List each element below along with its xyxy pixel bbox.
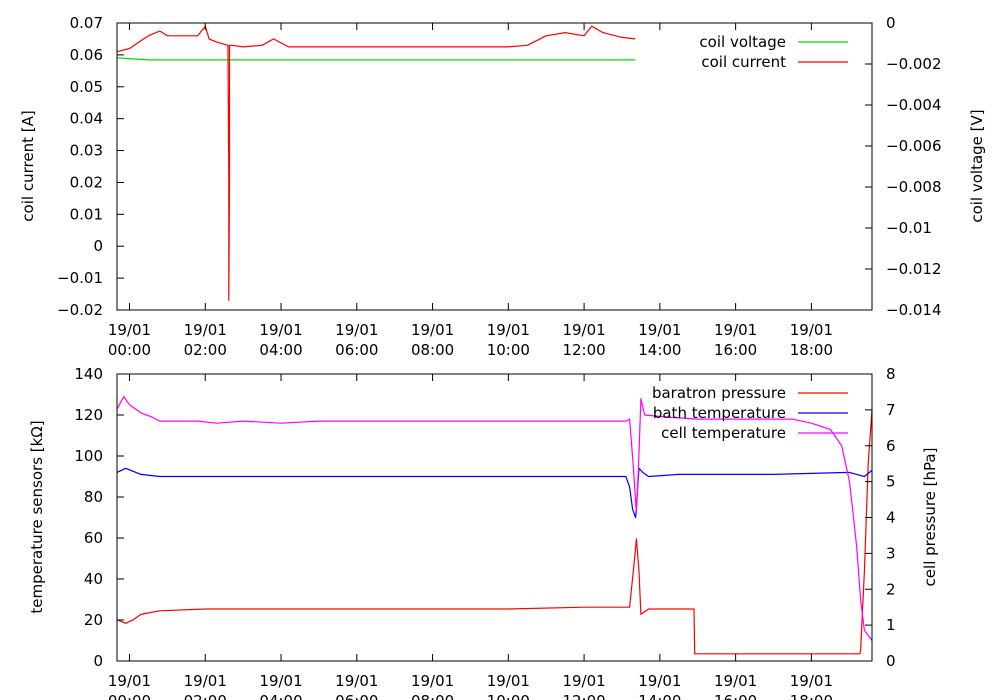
temperature-series-line-2: [116, 467, 873, 519]
coil-x-tick-label-time: 18:00: [790, 341, 833, 359]
temperature-x-tick-label-time: 00:00: [108, 692, 151, 700]
coil-x-tick-label-date: 19/01: [108, 321, 151, 339]
temperature-x-tick-label-time: 10:00: [487, 692, 530, 700]
coil-x-tick-label-time: 00:00: [108, 341, 151, 359]
coil-y2-tick-label: −0.008: [886, 178, 942, 196]
temperature-y-tick-label: 0: [93, 652, 103, 670]
coil-panel-y2-axis-label: coil voltage [V]: [968, 109, 986, 222]
temperature-x-tick-label-date: 19/01: [790, 672, 833, 690]
coil-x-tick-label-time: 12:00: [562, 341, 605, 359]
temperature-series-line-3: [116, 396, 873, 641]
temperature-y2-tick-label: 3: [886, 544, 896, 562]
temperature-y2-tick-label: 4: [886, 509, 896, 527]
coil-x-tick-label-date: 19/01: [411, 321, 454, 339]
coil-panel-y-axis-label: coil current [A]: [19, 110, 37, 221]
temperature-legend-label-1: baratron pressure: [652, 384, 786, 402]
temperature-legend-label-3: cell temperature: [661, 424, 786, 442]
temperature-y-tick-label: 20: [84, 611, 103, 629]
temperature-x-tick-label-time: 12:00: [562, 692, 605, 700]
temperature-x-tick-label-date: 19/01: [259, 672, 302, 690]
temperature-panel-y-axis-label: temperature sensors [kΩ]: [28, 420, 46, 613]
temperature-x-tick-label-date: 19/01: [487, 672, 530, 690]
temperature-x-tick-label-date: 19/01: [184, 672, 227, 690]
coil-y2-tick-label: −0.01: [886, 219, 932, 237]
temperature-x-tick-label-time: 04:00: [259, 692, 302, 700]
temperature-x-tick-label-time: 08:00: [411, 692, 454, 700]
coil-panel: coil current [A] coil voltage [V] 0.07 0.…: [19, 14, 986, 359]
coil-y2-tick-label: −0.006: [886, 137, 942, 155]
coil-x-tick-label-date: 19/01: [184, 321, 227, 339]
coil-x-tick-label-time: 08:00: [411, 341, 454, 359]
temperature-x-tick-label-time: 06:00: [335, 692, 378, 700]
coil-x-tick-label-date: 19/01: [790, 321, 833, 339]
coil-x-tick-label-date: 19/01: [259, 321, 302, 339]
coil-x-tick-label-time: 02:00: [184, 341, 227, 359]
coil-y2-tick-label: −0.012: [886, 260, 942, 278]
temperature-y2-tick-label: 5: [886, 473, 896, 491]
coil-y-tick-label: 0: [93, 237, 103, 255]
coil-legend-label-1: coil voltage: [699, 33, 786, 51]
temperature-x-tick-label-time: 18:00: [790, 692, 833, 700]
temperature-x-tick-label-time: 02:00: [184, 692, 227, 700]
coil-series-line-2: [116, 25, 636, 301]
temperature-x-tick-label-date: 19/01: [638, 672, 681, 690]
temperature-y2-tick-label: 7: [886, 401, 896, 419]
coil-x-tick-label-date: 19/01: [638, 321, 681, 339]
temperature-x-tick-label-date: 19/01: [108, 672, 151, 690]
temperature-y-tick-label: 40: [84, 570, 103, 588]
coil-y-tick-label: 0.05: [70, 78, 103, 96]
temperature-x-tick-label-date: 19/01: [335, 672, 378, 690]
coil-y-tick-label: 0.03: [70, 142, 103, 160]
temperature-y-tick-label: 120: [74, 406, 103, 424]
temperature-panel-y2-axis-label: cell pressure [hPa]: [921, 448, 939, 587]
temperature-y2-tick-label: 8: [886, 365, 896, 383]
temperature-y2-tick-label: 1: [886, 616, 896, 634]
coil-y2-tick-label: 0: [886, 14, 896, 32]
coil-x-tick-label-date: 19/01: [487, 321, 530, 339]
coil-y-tick-label: 0.07: [70, 14, 103, 32]
coil-y-tick-label: 0.02: [70, 173, 103, 191]
temperature-y-tick-label: 60: [84, 529, 103, 547]
temperature-x-tick-label-time: 14:00: [638, 692, 681, 700]
coil-y2-tick-label: −0.002: [886, 55, 942, 73]
coil-x-tick-label-date: 19/01: [335, 321, 378, 339]
coil-x-tick-label-date: 19/01: [562, 321, 605, 339]
coil-series-line-1: [116, 57, 636, 61]
coil-x-tick-label-time: 06:00: [335, 341, 378, 359]
temperature-y-tick-label: 140: [74, 365, 103, 383]
coil-y-tick-label: 0.06: [70, 46, 103, 64]
temperature-legend-label-2: bath temperature: [653, 404, 786, 422]
coil-x-tick-label-time: 04:00: [259, 341, 302, 359]
coil-y2-tick-label: −0.014: [886, 301, 942, 319]
coil-x-tick-label-time: 16:00: [714, 341, 757, 359]
coil-y-tick-label: 0.01: [70, 205, 103, 223]
coil-y-tick-label: 0.04: [70, 110, 103, 128]
coil-x-tick-label-time: 10:00: [487, 341, 530, 359]
coil-x-tick-label-time: 14:00: [638, 341, 681, 359]
temperature-y2-tick-label: 0: [886, 652, 896, 670]
temperature-series-line-1: [116, 409, 873, 655]
temperature-x-tick-label-date: 19/01: [714, 672, 757, 690]
temperature-y-tick-label: 100: [74, 447, 103, 465]
coil-y2-tick-label: −0.004: [886, 96, 942, 114]
coil-x-tick-label-date: 19/01: [714, 321, 757, 339]
temperature-panel: temperature sensors [kΩ] cell pressure […: [28, 365, 939, 700]
coil-y-tick-label: −0.01: [57, 269, 103, 287]
temperature-y2-tick-label: 2: [886, 580, 896, 598]
coil-y-tick-label: −0.02: [57, 301, 103, 319]
temperature-y2-tick-label: 6: [886, 437, 896, 455]
temperature-x-tick-label-time: 16:00: [714, 692, 757, 700]
coil-legend-label-2: coil current: [701, 53, 786, 71]
coil-plot-frame: [116, 22, 873, 311]
temperature-x-tick-label-date: 19/01: [562, 672, 605, 690]
temperature-x-tick-label-date: 19/01: [411, 672, 454, 690]
temperature-y-tick-label: 80: [84, 488, 103, 506]
